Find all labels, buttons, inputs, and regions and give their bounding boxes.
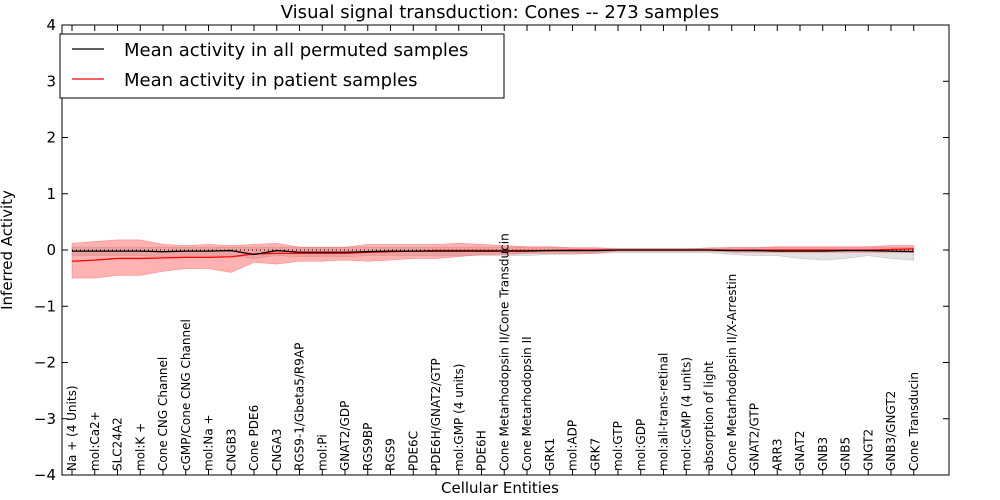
y-tick-label: 0 (46, 241, 56, 259)
x-tick-label: CNGB3 (224, 428, 238, 471)
x-tick-label: mol:cGMP (4 units) (679, 357, 693, 471)
x-tick-label: GNAT2/GTP (748, 403, 762, 471)
x-tick-label: Cone Transducin (907, 372, 921, 471)
x-tick-label: GNGT2 (861, 429, 875, 471)
confidence-bands (71, 239, 915, 279)
x-tick-label: PDE6H (475, 430, 489, 471)
x-tick-label: GNB3/GNGT2 (884, 391, 898, 471)
x-tick-label: SLC24A2 (111, 417, 125, 471)
x-tick-label: GNAT2/GDP (338, 401, 352, 471)
x-axis: Na + (4 Units) mol:Ca2+ SLC24A2 mol:K + Cone… (65, 25, 921, 475)
x-tick-label: Cone Metarhodopsin II/X-Arrestin (725, 274, 739, 471)
x-tick-label: mol:GDP (634, 419, 648, 471)
y-tick-label: 3 (46, 72, 56, 90)
x-tick-label: RGS9BP (361, 423, 375, 471)
legend-label-patient: Mean activity in patient samples (124, 70, 418, 91)
y-tick-label: 1 (46, 185, 56, 203)
y-tick-label: −2 (34, 354, 56, 372)
chart-title: Visual signal transduction: Cones -- 273… (281, 2, 719, 23)
x-axis-label: Cellular Entities (441, 479, 559, 497)
x-tick-label: GNAT2 (793, 430, 807, 471)
x-tick-label: PDE6H/GNAT2/GTP (429, 358, 443, 471)
x-tick-label: PDE6C (406, 431, 420, 471)
x-tick-label: mol:K + (133, 423, 147, 471)
y-axis: 4 3 2 1 0 −1 −2 −3 −4 (34, 16, 949, 484)
x-tick-label: GRK1 (543, 438, 557, 471)
y-tick-label: 2 (46, 129, 56, 147)
x-tick-label: Cone Metarhodopsin II/Cone Transducin (497, 233, 511, 471)
x-tick-label: GNB5 (839, 437, 853, 471)
x-tick-label: ARR3 (770, 438, 784, 471)
legend: Mean activity in all permuted samples Me… (59, 33, 505, 99)
x-tick-label: GNB3 (816, 437, 830, 471)
x-tick-label: Cone CNG Channel (156, 357, 170, 471)
y-tick-label: −1 (34, 297, 56, 315)
y-axis-label: Inferred Activity (0, 190, 16, 310)
y-tick-label: −4 (34, 466, 56, 484)
x-tick-label: Cone Metarhodopsin II (520, 336, 534, 471)
x-tick-label: RGS9 (384, 438, 398, 471)
legend-label-permuted: Mean activity in all permuted samples (124, 40, 468, 61)
x-tick-label: RGS9-1/Gbeta5/R9AP (293, 343, 307, 471)
y-tick-label: 4 (46, 16, 56, 34)
legend-box (59, 33, 505, 99)
x-tick-label: Na + (4 Units) (65, 385, 79, 471)
x-tick-label: mol:Pi (315, 434, 329, 471)
x-tick-label: Cone PDE6 (247, 405, 261, 471)
x-tick-label: mol:Ca2+ (88, 411, 102, 471)
series-lines (71, 248, 914, 262)
x-tick-label: mol:Na + (202, 414, 216, 471)
band-patient (71, 239, 915, 279)
x-tick-label: mol:ADP (566, 420, 580, 471)
x-tick-label: mol:all-trans-retinal (657, 353, 671, 471)
x-tick-label: CNGA3 (270, 429, 284, 472)
x-tick-label: GRK7 (588, 438, 602, 471)
x-tick-label: absorption of light (702, 361, 716, 471)
series-line-permuted (72, 249, 914, 256)
x-tick-label: mol:GTP (611, 421, 625, 471)
x-tick-label: cGMP/Cone CNG Channel (179, 319, 193, 471)
x-tick-label: mol:GMP (4 units) (452, 364, 466, 471)
y-tick-label: −3 (34, 410, 56, 428)
